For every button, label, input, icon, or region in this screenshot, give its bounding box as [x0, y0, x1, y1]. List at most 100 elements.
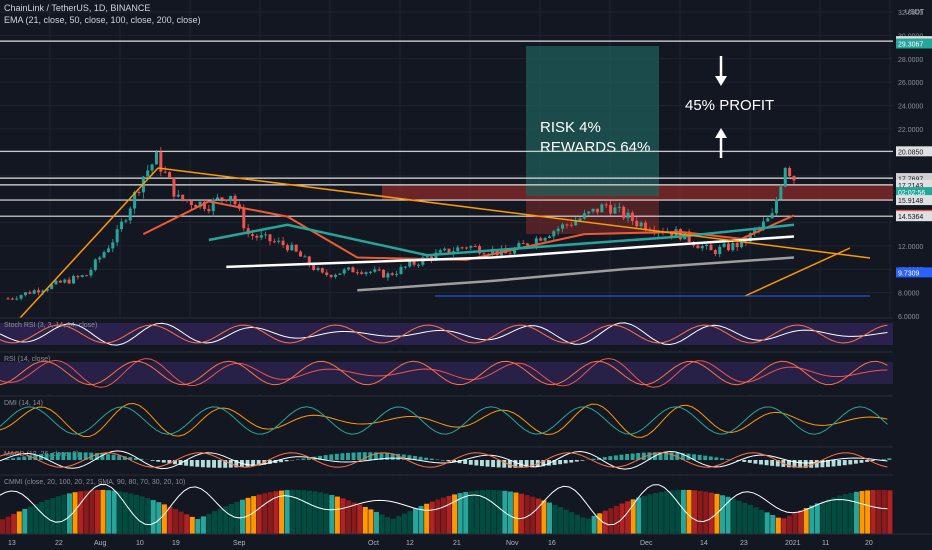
cmmi-bar: [887, 490, 893, 534]
macd-histogram-bar: [524, 460, 529, 468]
candle-body: [425, 256, 429, 258]
cmmi-bar: [491, 489, 497, 534]
candle-body: [630, 212, 634, 221]
stoch-band: [0, 323, 893, 345]
oscillator-line: [0, 403, 888, 438]
macd-histogram-bar: [379, 452, 384, 460]
ema50-line: [208, 223, 795, 257]
macd-histogram-bar: [479, 460, 484, 467]
macd-histogram-bar: [251, 460, 256, 467]
cmmi-bar: [826, 499, 832, 534]
macd-histogram-bar: [306, 457, 311, 460]
time-tick: Aug: [94, 540, 107, 547]
candle-body: [547, 236, 551, 238]
cmmi-bar: [357, 504, 363, 534]
cmmi-bar: [178, 511, 184, 534]
time-tick: Dec: [640, 540, 653, 547]
macd-histogram-bar: [591, 458, 596, 460]
cmmi-bar: [424, 503, 430, 534]
candle-body: [578, 218, 582, 221]
arrow-down-icon: [715, 56, 727, 86]
macd-histogram-bar: [128, 457, 133, 460]
candle-body: [80, 275, 84, 277]
cmmi-bar: [876, 489, 882, 534]
macd-histogram-bar: [173, 460, 177, 465]
macd-histogram-bar: [870, 460, 875, 462]
price-axis[interactable]: USDT32.000030.000028.000026.000024.00002…: [893, 0, 932, 550]
macd-histogram-bar: [279, 460, 283, 463]
cmmi-bar: [798, 510, 804, 534]
candle-body: [202, 201, 206, 210]
candle-body: [626, 212, 630, 219]
candle-body: [753, 229, 757, 234]
macd-histogram-bar: [468, 460, 473, 465]
cmmi-bar: [173, 509, 179, 534]
cmmi-bar: [217, 508, 223, 534]
macd-histogram-bar: [94, 453, 99, 460]
oscillator-line: [0, 357, 888, 388]
candle-body: [325, 272, 329, 275]
candle-body: [290, 244, 294, 251]
time-tick: 12: [406, 540, 414, 547]
cmmi-bar: [541, 500, 547, 534]
cmmi-bar: [563, 509, 569, 534]
cmmi-bar: [558, 507, 564, 534]
cmmi-bar: [189, 516, 195, 534]
cmmi-bar: [831, 497, 837, 534]
cmmi-bar: [759, 509, 765, 534]
candle-body: [198, 201, 202, 208]
price-label: 9.7309: [898, 270, 920, 277]
macd-histogram-bar: [574, 460, 579, 462]
candles: [6, 147, 796, 301]
candle-body: [386, 273, 390, 278]
candle-body: [28, 292, 32, 294]
price-tick: 32.0000: [898, 10, 923, 17]
macd-histogram-bar: [234, 460, 239, 468]
candle-body: [272, 241, 276, 243]
macd-histogram-bar: [775, 460, 780, 467]
cmmi-bar: [719, 495, 726, 534]
candle-body: [382, 269, 386, 278]
cmmi-bar: [613, 505, 619, 534]
cmmi-bar: [463, 492, 469, 534]
macd-histogram-bar: [189, 460, 194, 467]
cmmi-bar: [267, 492, 273, 534]
cmmi-bar: [468, 491, 474, 534]
oscillator-line: [0, 450, 888, 470]
time-axis[interactable]: 13 22 Aug 10 19 Sep Oct 12 21 Nov 16 Dec 14 23 2021 11 2…: [0, 533, 932, 550]
candle-body: [120, 221, 124, 230]
macd-histogram-bar: [117, 455, 122, 460]
candle-body: [364, 272, 368, 274]
candle-body: [473, 246, 477, 248]
candle-body: [172, 178, 176, 197]
candle-body: [713, 250, 717, 255]
macd-histogram-bar: [641, 452, 646, 460]
cmmi-bar: [736, 500, 742, 534]
candle-body: [329, 274, 333, 277]
cmmi-bar: [580, 517, 586, 534]
cmmi-bar: [753, 507, 759, 534]
cmmi-bar: [223, 506, 229, 534]
cmmi-bar: [133, 494, 139, 534]
candle-body: [770, 213, 774, 219]
candle-body: [670, 231, 674, 236]
ema-legend[interactable]: EMA (21, close, 50, close, 100, close, 2…: [4, 15, 201, 25]
cmmi-bar: [881, 490, 887, 534]
candle-body: [766, 218, 770, 222]
macd-histogram-bar: [658, 452, 663, 460]
macd-histogram-bar: [719, 458, 724, 460]
macd-histogram-bar: [100, 453, 105, 460]
candle-body: [526, 243, 530, 246]
cmmi-bar: [66, 493, 72, 534]
symbol-title[interactable]: ChainLink / TetherUS, 1D, BINANCE: [4, 3, 151, 13]
candle-body: [373, 269, 377, 272]
candle-body: [700, 246, 704, 249]
price-tick: 28.0000: [898, 57, 923, 64]
cmmi-bar: [150, 500, 156, 534]
ema100-line: [226, 235, 795, 269]
macd-histogram-bar: [66, 452, 71, 460]
macd-histogram-bar: [485, 460, 490, 467]
price-label-bg: [896, 267, 932, 278]
price-tick: 24.0000: [898, 104, 923, 111]
